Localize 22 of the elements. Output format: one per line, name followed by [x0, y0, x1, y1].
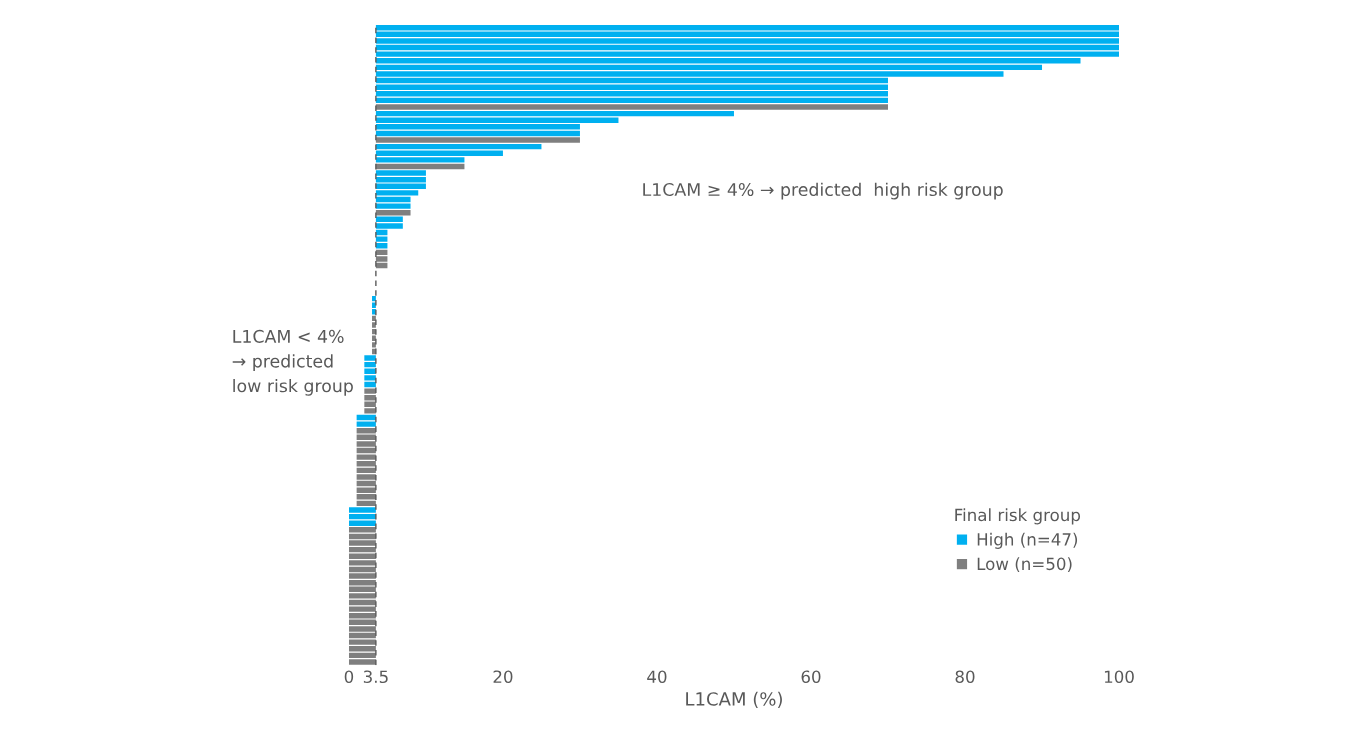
bar	[375, 104, 888, 110]
x-tick-label: 20	[493, 670, 513, 684]
bar	[375, 210, 411, 216]
bar	[375, 97, 888, 104]
x-tick-label: 40	[647, 670, 667, 684]
legend-title: Final risk group	[955, 508, 1081, 525]
bar	[375, 163, 465, 170]
bar	[375, 143, 542, 150]
x-axis-title: L1CAM (%)	[686, 691, 782, 708]
bar	[375, 25, 1120, 31]
legend-label: Low (n=50)	[977, 557, 1072, 573]
legend-label: High (n=47)	[977, 532, 1078, 549]
x-tick-label: 80	[955, 670, 975, 684]
annotation: L1CAM ≥ 4% → predicted high risk group	[643, 182, 1003, 200]
bar	[375, 110, 734, 117]
x-tick-label: 60	[801, 670, 821, 684]
bar	[375, 137, 580, 143]
bar	[348, 520, 376, 526]
x-tick-label: 100	[1104, 670, 1134, 684]
x-tick-label: 0	[344, 670, 354, 684]
annotation: L1CAM < 4% → predicted low risk group	[232, 329, 353, 396]
x-tick-label: 3.5	[363, 670, 388, 684]
